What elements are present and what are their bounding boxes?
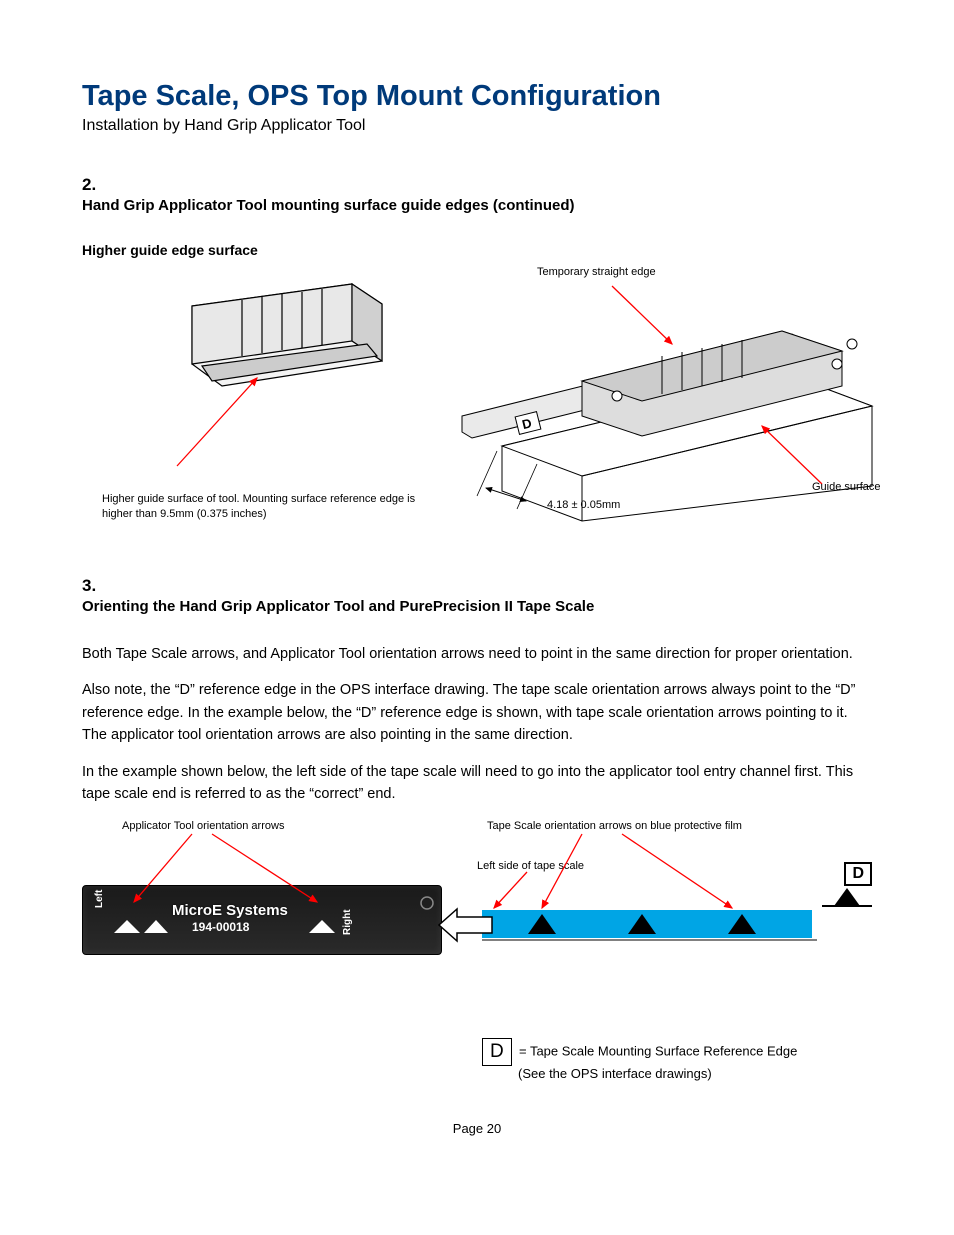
entry-arrow-svg — [437, 905, 497, 945]
diagram-row: Higher guide surface of tool. Mounting s… — [82, 266, 872, 526]
diagram-left: Higher guide surface of tool. Mounting s… — [82, 266, 422, 526]
step-2-number: 2. — [82, 175, 872, 195]
page-number: Page 20 — [82, 1121, 872, 1136]
label-dimension: 4.18 ± 0.05mm — [547, 499, 620, 511]
d-legend-box: D — [482, 1038, 512, 1066]
para-1: Both Tape Scale arrows, and Applicator T… — [82, 643, 872, 665]
para-3: In the example shown below, the left sid… — [82, 761, 872, 806]
d-legend-line2: (See the OPS interface drawings) — [518, 1066, 872, 1081]
d-legend: D = Tape Scale Mounting Surface Referenc… — [482, 1038, 872, 1066]
step-3-number: 3. — [82, 576, 872, 596]
label-tape-arrows: Tape Scale orientation arrows on blue pr… — [487, 820, 742, 832]
step-3-heading: Orienting the Hand Grip Applicator Tool … — [82, 598, 872, 615]
d-marker-svg — [822, 886, 872, 926]
tool-iso-svg — [82, 266, 422, 486]
para-2: Also note, the “D” reference edge in the… — [82, 679, 872, 746]
page-title: Tape Scale, OPS Top Mount Configuration — [82, 80, 872, 113]
sub-heading-higher-edge: Higher guide edge surface — [82, 242, 872, 258]
d-legend-text: = Tape Scale Mounting Surface Reference … — [519, 1043, 797, 1058]
page-subtitle: Installation by Hand Grip Applicator Too… — [82, 117, 872, 135]
label-temp-edge: Temporary straight edge — [537, 266, 656, 278]
d-marker-right: D — [844, 862, 872, 886]
step-2-heading: Hand Grip Applicator Tool mounting surfa… — [82, 197, 872, 214]
diagram-right: Temporary straight edge — [442, 266, 882, 526]
tape-arrows-svg — [482, 910, 812, 938]
caption-left: Higher guide surface of tool. Mounting s… — [82, 492, 422, 523]
label-app-arrows: Applicator Tool orientation arrows — [122, 820, 284, 832]
label-guide-surface: Guide surface — [812, 481, 880, 493]
label-left-side: Left side of tape scale — [477, 860, 584, 872]
diagram-3: Applicator Tool orientation arrows Tape … — [82, 820, 872, 1020]
